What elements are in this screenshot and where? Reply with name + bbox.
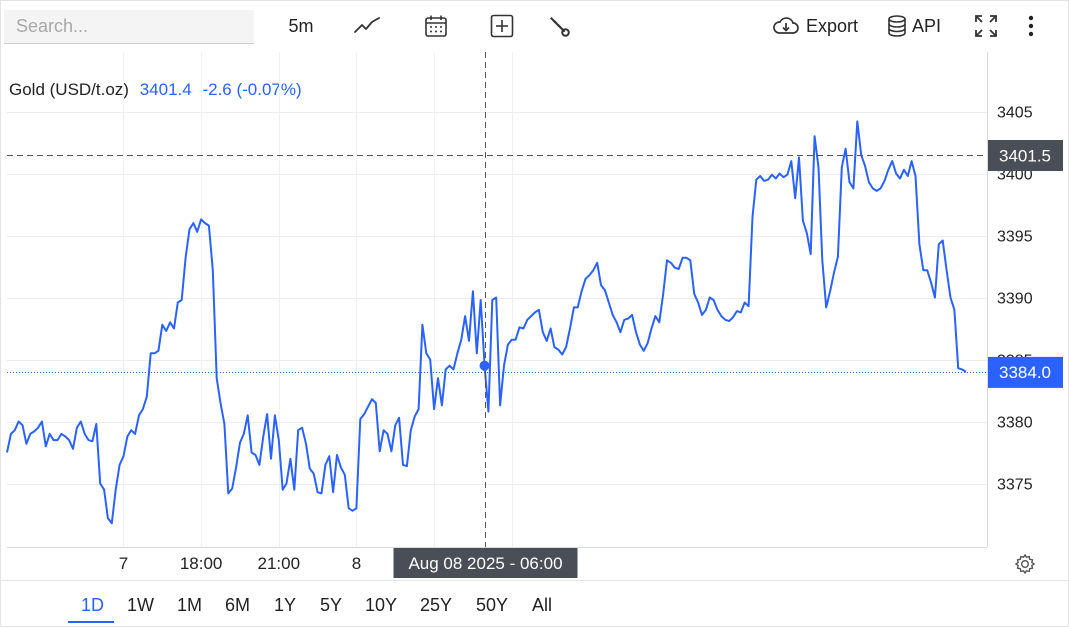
- range-button-5y[interactable]: 5Y: [320, 595, 343, 615]
- export-label: Export: [806, 15, 859, 36]
- y-tick-label: 3395: [997, 229, 1033, 246]
- range-button-1m[interactable]: 1M: [177, 595, 203, 615]
- range-button-1d[interactable]: 1D: [81, 595, 105, 615]
- crosshair-price-label: 3401.5: [999, 147, 1051, 166]
- export-button[interactable]: Export: [772, 12, 862, 40]
- range-button-1y[interactable]: 1Y: [274, 595, 297, 615]
- price-series-line: [6, 120, 967, 525]
- add-indicator-button[interactable]: [489, 12, 515, 40]
- crosshair-point: [479, 360, 490, 371]
- legend-change: -2.6 (-0.07%): [202, 80, 302, 99]
- symbol-legend: Gold (USD/t.oz) 3401.4 -2.6 (-0.07%): [9, 80, 302, 100]
- y-tick-label: 3380: [997, 415, 1033, 432]
- last-price-label-bg: [988, 356, 1063, 388]
- symbol-name: Gold (USD/t.oz): [9, 80, 129, 99]
- wrench-icon: [550, 17, 570, 37]
- range-button-1w[interactable]: 1W: [127, 595, 154, 615]
- settings-tools-button[interactable]: [546, 12, 572, 40]
- y-tick-label: 3375: [997, 477, 1033, 494]
- fullscreen-icon: [975, 15, 997, 37]
- range-button-10y[interactable]: 10Y: [365, 595, 398, 615]
- x-tick-label: 18:00: [180, 554, 223, 573]
- range-button-6m[interactable]: 6M: [225, 595, 251, 615]
- x-tick-label: 7: [119, 554, 128, 573]
- x-tick-label: 21:00: [258, 554, 301, 573]
- calendar-icon: [425, 15, 447, 37]
- active-range-underline: [68, 621, 114, 623]
- range-button-25y[interactable]: 25Y: [420, 595, 453, 615]
- more-vertical-icon: [1028, 15, 1034, 37]
- interval-button[interactable]: 5m: [288, 15, 314, 36]
- last-price-label: 3384.0: [999, 363, 1051, 382]
- search-input[interactable]: [4, 10, 254, 44]
- cloud-download-icon: [773, 17, 799, 34]
- more-menu-button[interactable]: [1022, 12, 1040, 40]
- range-selector: 1D 1W 1M 6M 1Y 5Y 10Y 25Y 50Y All: [0, 580, 1069, 628]
- range-button-50y[interactable]: 50Y: [476, 595, 509, 615]
- gear-icon: [1015, 554, 1035, 574]
- plus-box-icon: [490, 14, 514, 38]
- y-tick-label: 3390: [997, 291, 1033, 308]
- crosshair-price-label-bg: [988, 140, 1063, 171]
- x-tick-label: 8: [352, 554, 361, 573]
- api-button[interactable]: API: [887, 12, 945, 40]
- range-button-all[interactable]: All: [532, 595, 553, 615]
- api-label: API: [912, 15, 942, 36]
- toolbar: 5m: [0, 0, 1069, 52]
- chart-settings-button[interactable]: [1014, 553, 1036, 575]
- chart-type-button[interactable]: [353, 12, 381, 40]
- crosshair-time-label: Aug 08 2025 - 06:00: [408, 554, 562, 573]
- legend-price: 3401.4: [139, 80, 192, 99]
- calendar-button[interactable]: [423, 12, 449, 40]
- price-chart[interactable]: 3375338033853390339534003405718:0021:008…: [0, 52, 1069, 580]
- y-tick-label: 3405: [997, 105, 1033, 122]
- line-chart-icon: [354, 17, 380, 33]
- fullscreen-button[interactable]: [973, 12, 999, 40]
- database-icon: [888, 15, 906, 37]
- crosshair-time-label-bg: [393, 548, 578, 578]
